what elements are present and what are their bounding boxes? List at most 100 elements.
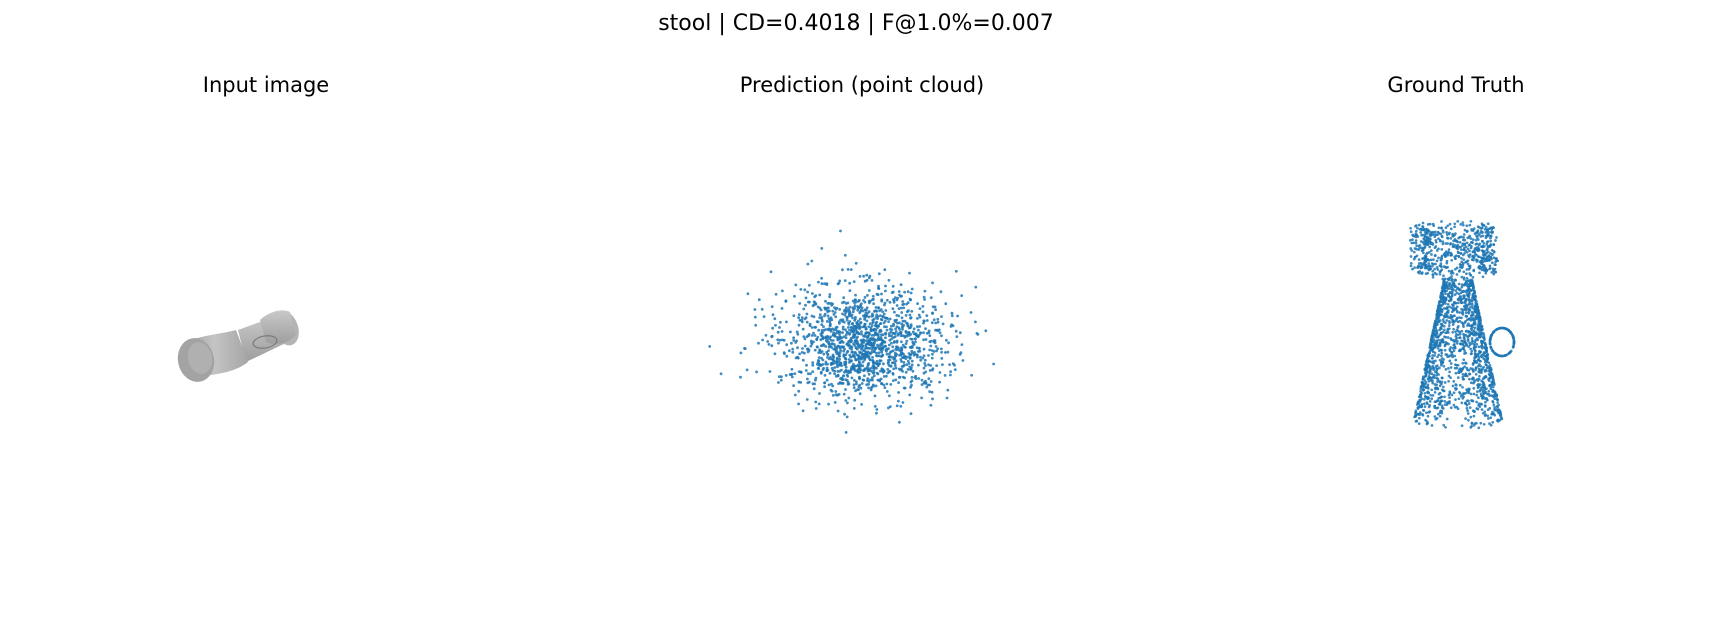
prediction-point [974,321,977,324]
ground-truth-point [1436,388,1439,391]
prediction-point [868,333,871,336]
prediction-point [833,366,836,369]
prediction-point [888,332,891,335]
ground-truth-point [1470,350,1473,353]
prediction-point [836,307,839,310]
prediction-point [939,331,942,334]
prediction-point [878,354,881,357]
prediction-point [878,331,881,334]
prediction-point [810,260,813,263]
prediction-point [894,378,897,381]
ground-truth-point [1457,371,1460,374]
prediction-point [875,385,878,388]
prediction-point [821,320,824,323]
prediction-point [924,359,927,362]
ground-truth-point [1463,243,1466,246]
ground-truth-point [1425,411,1428,414]
prediction-point [814,379,817,382]
ground-truth-point [1472,370,1475,373]
ground-truth-point [1431,377,1434,380]
ground-truth-point [1434,386,1437,389]
ground-truth-point [1483,351,1486,354]
prediction-point [923,298,926,301]
ground-truth-point [1472,269,1475,272]
ground-truth-point [1473,305,1476,308]
ground-truth-point [1459,392,1462,395]
prediction-point [910,292,913,295]
prediction-point [888,355,891,358]
prediction-point [836,330,839,333]
stool-seat [260,310,296,344]
ground-truth-point [1448,371,1451,374]
prediction-point [924,290,927,293]
ground-truth-point [1441,357,1444,360]
prediction-point [860,330,863,333]
prediction-point [955,270,958,273]
prediction-point [922,331,925,334]
ground-truth-point [1443,325,1446,328]
ground-truth-point [1434,370,1437,373]
ground-truth-point [1489,374,1492,377]
prediction-point [876,408,879,411]
prediction-point [872,295,875,298]
ground-truth-point [1479,422,1482,425]
ground-truth-point [1452,385,1455,388]
ground-truth-point [1456,311,1459,314]
ground-truth-point [1491,349,1494,352]
ground-truth-point [1438,349,1441,352]
prediction-point [860,333,863,336]
ground-truth-point [1437,339,1440,342]
ground-truth-point [1467,303,1470,306]
ground-truth-point [1459,223,1462,226]
prediction-point [833,370,836,373]
prediction-point [954,368,957,371]
ground-truth-point [1454,257,1457,260]
ground-truth-point [1459,241,1462,244]
prediction-point [867,356,870,359]
ground-truth-point [1420,264,1423,267]
ground-truth-point [1478,356,1481,359]
ground-truth-point [1467,412,1470,415]
prediction-point [906,363,909,366]
ground-truth-point [1426,398,1429,401]
ground-truth-point [1437,315,1440,318]
ground-truth-point [1446,329,1449,332]
prediction-point [834,390,837,393]
prediction-point [864,367,867,370]
ground-truth-point [1448,402,1451,405]
ground-truth-point [1440,227,1443,230]
ground-truth-point [1496,398,1499,401]
prediction-point [816,345,819,348]
ground-truth-point [1415,242,1418,245]
prediction-point [862,326,865,329]
ground-truth-point [1470,247,1473,250]
ground-truth-point [1422,222,1425,225]
prediction-point [934,339,937,342]
ground-truth-point [1431,347,1434,350]
ground-truth-point [1478,402,1481,405]
prediction-point [853,365,856,368]
prediction-point [935,364,938,367]
prediction-point [917,377,920,380]
ground-truth-point [1482,366,1485,369]
prediction-point [772,313,775,316]
ground-truth-point [1429,400,1432,403]
ground-truth-point [1424,255,1427,258]
prediction-point [955,330,958,333]
prediction-point [820,316,823,319]
prediction-point [936,329,939,332]
prediction-point [886,353,889,356]
ground-truth-point [1471,337,1474,340]
prediction-point [888,353,891,356]
ground-truth-point [1464,261,1467,264]
ground-truth-point [1449,349,1452,352]
prediction-point [811,334,814,337]
ground-truth-point [1426,237,1429,240]
ground-truth-point [1481,397,1484,400]
ground-truth-point [1448,324,1451,327]
prediction-point [880,318,883,321]
prediction-point [794,341,797,344]
ground-truth-point [1419,228,1422,231]
ground-truth-point [1483,336,1486,339]
prediction-point [897,381,900,384]
